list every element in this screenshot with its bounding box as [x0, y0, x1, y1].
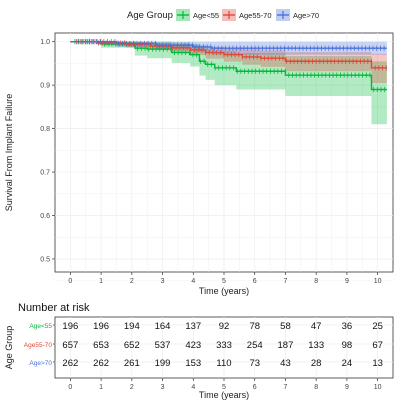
x-tick-label: 1 — [99, 278, 103, 285]
risk-cell: 36 — [342, 321, 353, 332]
x-tick-label: 9 — [345, 278, 349, 285]
risk-cell: 58 — [280, 321, 291, 332]
legend-label: Age55-70 — [239, 11, 272, 20]
risk-cell: 199 — [155, 358, 171, 369]
x-axis-title: Time (years) — [199, 286, 249, 296]
risk-x-tick-label: 5 — [222, 384, 226, 391]
risk-cell: 153 — [185, 358, 201, 369]
legend: Age Group Age<55 Age55-70 Age>70 — [127, 9, 319, 21]
x-tick-label: 7 — [284, 278, 288, 285]
risk-table-title: Number at risk — [18, 302, 90, 314]
legend-label: Age>70 — [293, 11, 319, 20]
x-tick-label: 6 — [253, 278, 257, 285]
risk-row-0: Age<55 196 196 194 164 137 92 78 58 47 36 25 — [29, 321, 393, 332]
risk-row-label: Age<55 — [29, 323, 52, 330]
risk-cell: 254 — [247, 340, 263, 351]
ci-band-0 — [70, 41, 387, 125]
y-axis-title: Survival From Implant Failure — [4, 94, 14, 212]
x-tick-label: 10 — [374, 278, 382, 285]
risk-cell: 262 — [62, 358, 78, 369]
y-tick-label: 0.5 — [40, 256, 50, 263]
legend-item-0: Age<55 — [176, 9, 219, 21]
risk-x-tick-label: 0 — [68, 384, 72, 391]
legend-title: Age Group — [127, 10, 173, 21]
risk-cell: 537 — [155, 340, 171, 351]
risk-cell: 652 — [124, 340, 140, 351]
risk-cell: 98 — [342, 340, 353, 351]
risk-cell: 67 — [372, 340, 383, 351]
risk-x-tick-label: 8 — [314, 384, 318, 391]
x-tick-label: 4 — [191, 278, 195, 285]
risk-cell: 47 — [311, 321, 322, 332]
risk-cell: 133 — [308, 340, 324, 351]
km-plot: 0 1 2 3 4 5 6 7 8 9 10 0.5 0.6 0.7 0.8 0.9 1.0 Time (year… — [4, 32, 394, 296]
risk-cell: 24 — [342, 358, 353, 369]
risk-row-2: Age>70 262 262 261 199 153 110 73 43 28 24 13 — [29, 358, 393, 369]
risk-cell: 653 — [93, 340, 109, 351]
x-tick-label: 0 — [68, 278, 72, 285]
risk-cell: 423 — [185, 340, 201, 351]
survival-curve — [70, 40, 387, 49]
x-tick-label: 2 — [130, 278, 134, 285]
risk-cell: 164 — [155, 321, 171, 332]
risk-x-tick-label: 1 — [99, 384, 103, 391]
risk-cell: 28 — [311, 358, 322, 369]
risk-x-tick-label: 9 — [345, 384, 349, 391]
km-axes: 0 1 2 3 4 5 6 7 8 9 10 0.5 0.6 0.7 0.8 0.9 1.0 Time (year… — [4, 39, 382, 296]
risk-row-1: Age55-70 657 653 652 537 423 333 254 187 133 98 67 — [24, 340, 393, 351]
risk-cell: 73 — [249, 358, 260, 369]
x-tick-label: 5 — [222, 278, 226, 285]
risk-x-tick-label: 3 — [161, 384, 165, 391]
risk-cell: 25 — [372, 321, 383, 332]
risk-x-tick-label: 7 — [284, 384, 288, 391]
y-tick-label: 0.7 — [40, 170, 50, 177]
risk-cell: 92 — [219, 321, 230, 332]
risk-x-tick-label: 4 — [191, 384, 195, 391]
risk-row-label: Age>70 — [29, 360, 52, 367]
risk-x-tick-label: 2 — [130, 384, 134, 391]
risk-cell: 262 — [93, 358, 109, 369]
risk-cell: 187 — [278, 340, 294, 351]
risk-cell: 196 — [93, 321, 109, 332]
risk-cell: 13 — [372, 358, 383, 369]
risk-cell: 333 — [216, 340, 232, 351]
risk-cell: 110 — [216, 358, 231, 369]
risk-cell: 261 — [124, 358, 140, 369]
risk-cell: 137 — [185, 321, 201, 332]
risk-x-axis-title: Time (years) — [199, 390, 249, 400]
risk-x-tick-label: 6 — [253, 384, 257, 391]
x-tick-label: 8 — [314, 278, 318, 285]
risk-cell: 196 — [62, 321, 78, 332]
km-gridlines — [55, 33, 393, 281]
risk-cell: 657 — [62, 340, 78, 351]
series-2 — [70, 39, 387, 51]
km-survival-curves — [70, 39, 387, 93]
legend-item-2: Age>70 — [276, 9, 319, 21]
risk-cell: 78 — [249, 321, 260, 332]
risk-cell: 43 — [280, 358, 291, 369]
risk-row-label: Age55-70 — [24, 342, 53, 349]
risk-y-axis-title: Age Group — [4, 326, 14, 370]
legend-item-1: Age55-70 — [222, 9, 272, 21]
x-tick-label: 3 — [161, 278, 165, 285]
y-tick-label: 0.8 — [40, 126, 50, 133]
y-tick-label: 1.0 — [40, 39, 50, 46]
y-tick-label: 0.9 — [40, 83, 50, 90]
risk-cell: 194 — [124, 321, 140, 332]
legend-label: Age<55 — [193, 11, 219, 20]
y-tick-label: 0.6 — [40, 213, 50, 220]
risk-x-tick-label: 10 — [374, 384, 382, 391]
